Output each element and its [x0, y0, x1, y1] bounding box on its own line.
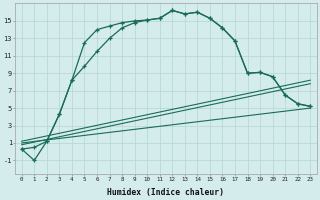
X-axis label: Humidex (Indice chaleur): Humidex (Indice chaleur)	[108, 188, 225, 197]
